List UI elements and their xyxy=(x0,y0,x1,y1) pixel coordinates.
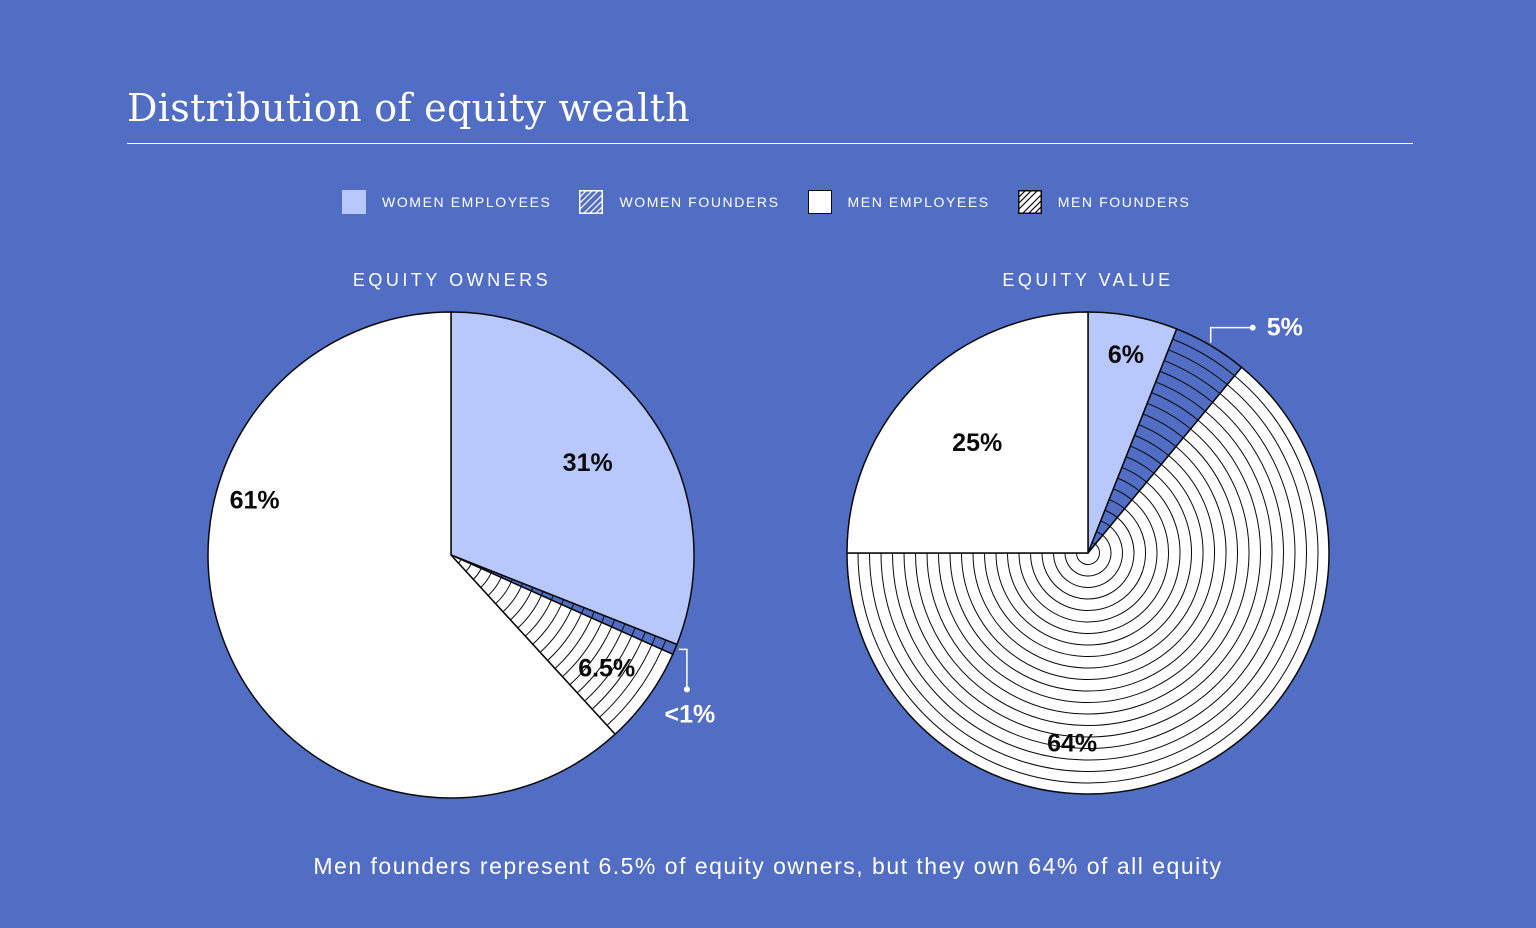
slice-equity-value-men-founders-hatch xyxy=(857,375,1319,784)
slice-equity-value-men-founders-hatch-arc xyxy=(1041,517,1135,600)
slice-equity-value-women-founders-hatch-arc xyxy=(1138,424,1177,448)
slice-equity-owners-men-founders-hatch-arc xyxy=(599,644,653,718)
slice-equity-owners-men-founders-hatch-arc xyxy=(532,604,562,645)
slice-equity-owners-women-employees xyxy=(450,311,695,646)
slice-equity-owners-men-founders-hatch-arc xyxy=(510,590,532,621)
data-label-equity-value-men-employees: 25% xyxy=(952,429,1002,457)
data-label-equity-owners-men-employees: 61% xyxy=(230,487,280,515)
slice-equity-value-men-founders-hatch-arc xyxy=(972,464,1204,669)
slice-equity-value-men-founders-hatch-arc xyxy=(1076,543,1100,565)
slice-equity-value-men-founders-hatch-arc xyxy=(1018,499,1158,623)
legend-swatch-men-employees xyxy=(807,190,832,214)
slice-equity-value-men-founders-hatch-arc xyxy=(961,455,1215,680)
slice-equity-value-women-founders-hatch-arc xyxy=(1130,445,1162,465)
data-label-equity-value-men-founders: 64% xyxy=(1047,730,1097,758)
slice-equity-value-men-founders-hatch-arc xyxy=(892,401,1284,749)
legend-label-women-founders: WOMEN FOUNDERS xyxy=(619,194,780,210)
callout-line-equity-value-women-founders xyxy=(1209,326,1253,343)
slice-equity-owners-men-founders-hatch-arc xyxy=(547,613,582,661)
slice-equity-owners-men-founders-hatch-arc xyxy=(517,595,542,629)
slice-equity-value-men-founders-hatch-arc xyxy=(995,481,1181,646)
page-title: Distribution of equity wealth xyxy=(127,86,690,130)
slice-equity-value-women-founders-hatch-arc xyxy=(1164,360,1221,394)
data-label-equity-owners-women-founders: <1% xyxy=(665,700,716,728)
slice-equity-value-men-founders-hatch-arc xyxy=(880,393,1296,761)
slice-equity-owners-men-founders-hatch-arc xyxy=(569,626,613,686)
slice-equity-value-women-founders-hatch-arc xyxy=(1159,370,1213,403)
callout-dot-equity-value-women-founders xyxy=(1249,324,1256,331)
slice-equity-value-women-founders-hatch-arc xyxy=(1142,413,1184,439)
slice-equity-value-women-founders-hatch-arc xyxy=(1147,402,1191,430)
caption: Men founders represent 6.5% of equity ow… xyxy=(313,853,1223,879)
slice-equity-value-men-founders-hatch-arc xyxy=(938,437,1238,703)
slice-equity-value-men-employees xyxy=(846,311,1089,554)
slice-equity-owners-men-founders-hatch-arc xyxy=(562,622,603,678)
pie-equity-owners: 31% <1% 6.5% 61% xyxy=(207,311,716,799)
slice-equity-owners-men-founders-hatch-arc xyxy=(502,586,522,613)
slice-equity-value-women-founders-hatch xyxy=(1092,338,1235,545)
legend-swatch-women-founders xyxy=(579,190,604,214)
slice-equity-owners-men-founders-hatch-arc xyxy=(591,640,643,710)
slice-equity-owners-men-employees xyxy=(207,311,617,799)
slice-equity-value-men-founders-hatch-arc xyxy=(1053,526,1123,588)
legend: WOMEN EMPLOYEES WOMEN FOUNDERS MEN EMPLO… xyxy=(342,189,1218,215)
slice-equity-owners-men-founders-hatch-arc xyxy=(576,631,623,694)
slice-equity-owners-men-founders-hatch-arc xyxy=(584,635,633,702)
slice-equity-value-men-founders-hatch-arc xyxy=(926,428,1250,715)
legend-item-men-founders: MEN FOUNDERS xyxy=(1017,190,1191,214)
slice-equity-owners-men-founders-hatch-arc xyxy=(554,617,593,669)
slice-equity-value-men-founders-hatch-arc xyxy=(1064,534,1112,577)
legend-swatch-women-employees xyxy=(342,190,366,214)
data-label-equity-owners-men-founders: 6.5% xyxy=(578,654,635,682)
slice-equity-value-men-founders-hatch-arc xyxy=(1030,508,1146,611)
slice-equity-value-men-founders-hatch-arc xyxy=(857,375,1319,784)
legend-item-men-employees: MEN EMPLOYEES xyxy=(807,190,990,214)
slice-equity-owners-men-founders-hatch-arc xyxy=(524,599,552,637)
callout-dot-equity-owners-women-founders xyxy=(683,686,690,693)
slice-equity-value-men-founders-hatch-arc xyxy=(984,472,1192,657)
data-label-equity-owners-women-employees: 31% xyxy=(563,449,613,477)
slice-equity-value-men-founders-hatch-arc xyxy=(949,446,1227,692)
slice-equity-value-women-founders-hatch-arc xyxy=(1155,381,1206,412)
slice-equity-value-women-founders-hatch-arc xyxy=(1134,434,1169,456)
slice-equity-owners-men-founders-hatch-arc xyxy=(539,608,572,653)
callout-line-equity-owners-women-founders xyxy=(678,648,688,690)
slice-equity-value-men-founders-hatch-arc xyxy=(869,384,1307,772)
slice-equity-value-men-founders-hatch-arc xyxy=(1007,490,1169,634)
title-divider xyxy=(127,143,1413,144)
slice-equity-value-men-founders-hatch-arc xyxy=(915,419,1261,726)
legend-label-women-employees: WOMEN EMPLOYEES xyxy=(382,194,552,210)
legend-label-men-employees: MEN EMPLOYEES xyxy=(847,194,990,210)
legend-item-women-employees: WOMEN EMPLOYEES xyxy=(342,190,551,214)
legend-swatch-men-founders xyxy=(1017,190,1042,214)
data-label-equity-value-women-employees: 6% xyxy=(1108,341,1144,369)
slice-equity-value-men-founders-hatch-arc xyxy=(903,410,1273,738)
legend-label-men-founders: MEN FOUNDERS xyxy=(1057,194,1191,210)
legend-item-women-founders: WOMEN FOUNDERS xyxy=(579,190,779,214)
chart-title-equity-owners: EQUITY OWNERS xyxy=(352,270,552,290)
slice-equity-value-women-founders-hatch-arc xyxy=(1172,338,1235,377)
chart-title-equity-value: EQUITY VALUE xyxy=(1002,270,1174,290)
data-label-equity-value-women-founders: 5% xyxy=(1267,314,1303,342)
slice-equity-owners-men-founders-hatch-arc xyxy=(606,649,663,726)
slice-equity-value-women-founders-hatch-arc xyxy=(1151,392,1199,421)
slice-equity-value-women-founders-hatch-arc xyxy=(1168,349,1228,386)
pie-equity-value: 6% 5% 64% 25% xyxy=(846,311,1330,795)
slice-equity-value-men-founders xyxy=(846,366,1330,795)
